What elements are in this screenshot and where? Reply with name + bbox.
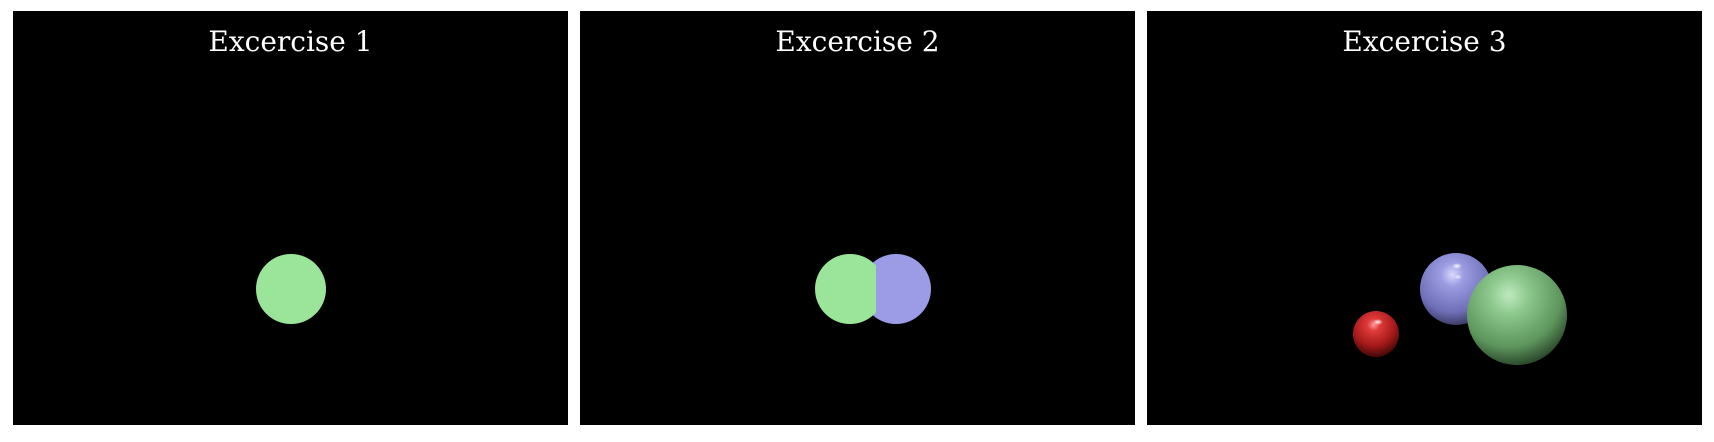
red-sphere — [1353, 311, 1399, 357]
render-canvas — [1353, 253, 1567, 365]
render-panel-exercise-3: Excercise 3 — [1147, 11, 1702, 425]
render-canvas — [815, 254, 931, 324]
render-canvas — [256, 254, 326, 324]
blue-sphere — [861, 254, 931, 324]
render-panel-exercise-2: Excercise 2 — [580, 11, 1135, 425]
panel-title: Excercise 3 — [1342, 25, 1507, 58]
render-panel-exercise-1: Excercise 1 — [13, 11, 568, 425]
green-sphere — [1467, 265, 1567, 365]
green-sphere — [256, 254, 326, 324]
panel-title: Excercise 1 — [208, 25, 373, 58]
panel-title: Excercise 2 — [775, 25, 940, 58]
green-sphere — [815, 254, 876, 324]
